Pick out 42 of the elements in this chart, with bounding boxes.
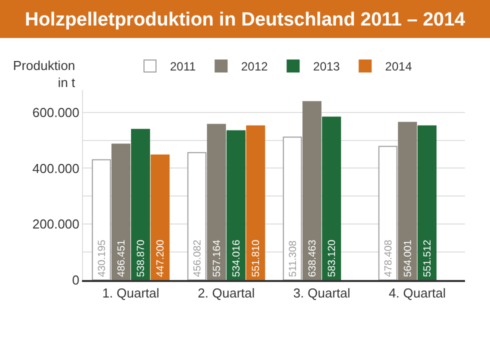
y-tick-label: 600.000	[32, 104, 80, 120]
bar	[226, 130, 246, 280]
data-label: 583.120	[326, 240, 338, 277]
y-axis-title: Produktion in t	[13, 58, 76, 90]
data-label: 638.463	[307, 240, 318, 277]
data-label: 557.164	[212, 240, 223, 277]
bar	[131, 128, 150, 280]
y-tick-label: 200.000	[32, 216, 80, 232]
data-label: 511.308	[288, 240, 299, 277]
bar	[111, 144, 130, 280]
legend-label: 2014	[385, 60, 412, 74]
legend-label: 2012	[241, 60, 268, 74]
data-label: 551.810	[251, 240, 262, 277]
bar	[282, 136, 302, 280]
legend-label: 2011	[170, 60, 196, 74]
legend-label: 2013	[313, 60, 340, 74]
bar	[187, 152, 206, 280]
bar	[92, 159, 111, 280]
data-label: 456.082	[192, 240, 204, 277]
bar	[206, 124, 226, 280]
bar	[378, 146, 398, 280]
bar	[418, 125, 437, 280]
bar	[302, 101, 322, 280]
data-label: 430.195	[96, 240, 108, 277]
data-label: 447.200	[156, 240, 167, 277]
bar	[398, 122, 417, 280]
data-label: 478.408	[383, 240, 394, 277]
data-label: 486.451	[116, 240, 128, 277]
bar	[150, 154, 170, 280]
data-label: 534.016	[231, 240, 242, 277]
bar	[322, 116, 342, 280]
y-tick-label: 0	[72, 272, 80, 288]
x-tick-label: 3. Quartal	[293, 286, 350, 301]
data-label: 538.870	[136, 240, 147, 277]
x-tick-label: 2. Quartal	[198, 286, 255, 301]
x-tick-label: 1. Quartal	[102, 286, 160, 301]
bar	[246, 125, 266, 280]
data-label: 551.512	[422, 240, 434, 277]
chart-title: Holzpelletproduktion in Deutschland 2011 – 2014	[24, 10, 466, 31]
data-label: 564.001	[402, 240, 414, 277]
y-tick-label: 400.000	[32, 160, 80, 176]
x-tick-label: 4. Quartal	[388, 286, 446, 301]
